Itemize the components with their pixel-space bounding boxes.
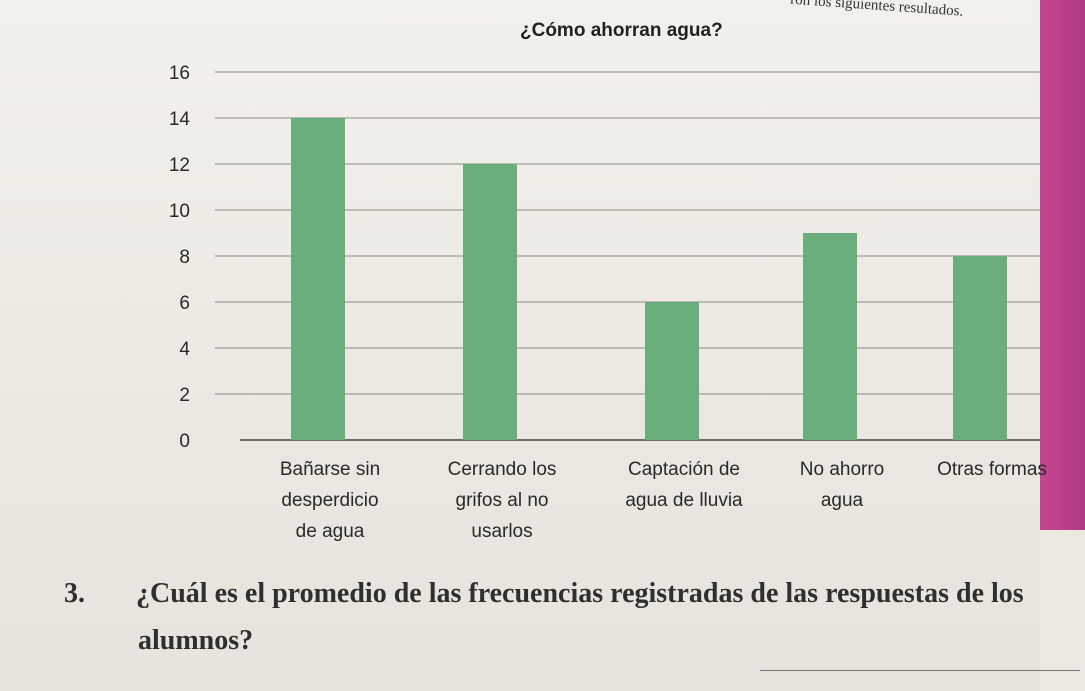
category-label: de agua — [296, 521, 365, 542]
bar-1 — [291, 118, 345, 440]
category-label: Bañarse sin — [280, 459, 380, 480]
bar-4 — [803, 233, 857, 440]
question-3: 3. ¿Cuál es el promedio de las frecuencia… — [64, 578, 1024, 610]
bar-chart: 0 2 4 6 8 10 12 14 16 Bañarse sin desperdicio de ag… — [169, 63, 1047, 542]
y-tick-label: 14 — [169, 109, 191, 130]
category-label: agua — [821, 490, 864, 511]
y-tick-label: 4 — [179, 339, 190, 360]
question-text: ¿Cuál es el promedio de las frecuencias … — [136, 578, 1024, 609]
question-text-continuation: alumnos? — [138, 625, 254, 656]
answer-line — [760, 670, 1080, 671]
y-tick-label: 2 — [179, 385, 190, 406]
chart-title: ¿Cómo ahorran agua? — [520, 20, 723, 41]
textbook-page — [0, 0, 1040, 691]
y-tick-label: 10 — [169, 201, 190, 222]
category-label: desperdicio — [281, 490, 378, 511]
category-label: Otras formas — [937, 459, 1047, 480]
y-tick-label: 16 — [169, 63, 190, 84]
bar-3 — [645, 302, 699, 440]
bar-2 — [463, 164, 517, 440]
category-label: Captación de — [628, 459, 740, 480]
y-tick-label: 6 — [179, 293, 190, 314]
bar-5 — [953, 256, 1007, 440]
category-label: agua de lluvia — [625, 490, 743, 511]
y-tick-label: 8 — [179, 247, 190, 268]
category-label: usarlos — [471, 521, 532, 542]
category-label: Cerrando los — [448, 459, 557, 480]
y-tick-label: 12 — [169, 155, 190, 176]
question-number: 3. — [64, 578, 85, 609]
category-label: No ahorro — [800, 459, 885, 480]
page-edge-color — [1040, 0, 1085, 530]
category-label: grifos al no — [456, 490, 549, 511]
y-tick-label: 0 — [179, 431, 190, 452]
